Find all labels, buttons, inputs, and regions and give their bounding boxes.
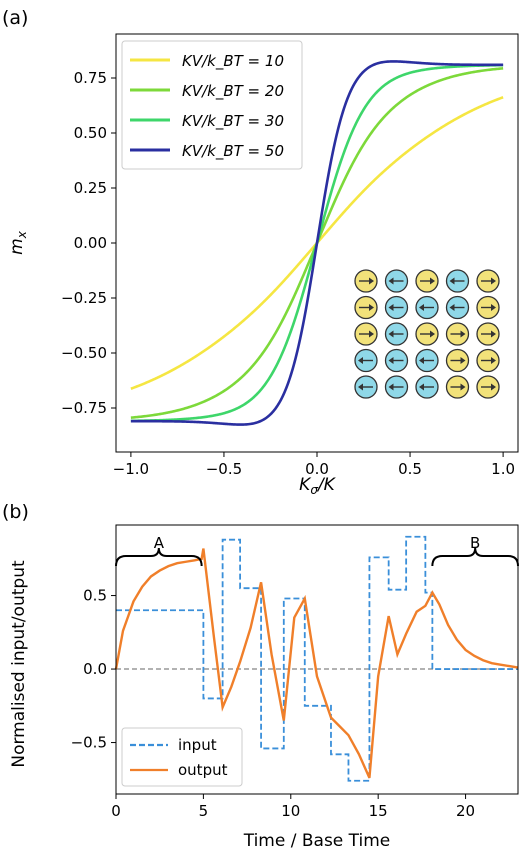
panel-a-x-tick-label: −1.0 — [113, 460, 149, 478]
panel-b-legend-box — [121, 727, 243, 787]
panel-a-legend-label-0: KV/k_BT = 10 — [182, 52, 284, 71]
inset-spin-arrowhead — [460, 357, 466, 364]
panel-a-legend-label-3: KV/k_BT = 50 — [182, 142, 284, 161]
panel-b-y-axis-label: Normalised input/output — [9, 560, 29, 768]
panel-b-legend-label-input: input — [178, 736, 217, 754]
inset-spin-arrowhead — [388, 277, 394, 285]
inset-spin-arrowhead — [491, 383, 496, 391]
panel-a-y-tick-label: 0.50 — [74, 124, 107, 142]
panel-b-series-line-output — [114, 548, 519, 779]
brace-label-B: B — [470, 534, 480, 552]
inset-spin-arrowhead — [491, 277, 496, 285]
inset-spin-arrowhead — [491, 357, 496, 364]
panel-a-label: (a) — [2, 7, 28, 29]
inset-spin-arrowhead — [388, 357, 394, 364]
panel-a-legend: KV/k_BT = 10 KV/k_BT = 20 KV/k_BT = 30 KV/k… — [121, 40, 303, 170]
inset-spin-arrowhead — [388, 383, 394, 391]
panel-a-legend-label-2: KV/k_BT = 30 — [182, 112, 284, 131]
panel-b-axes-frame — [115, 524, 519, 795]
panel-a-y-tick-label: 0.75 — [74, 69, 107, 87]
panel-a-x-tick-label: 0.5 — [398, 460, 422, 478]
brace-A — [115, 547, 203, 567]
inset-spin-arrowhead — [419, 383, 424, 391]
panel-a-y-tick-label: −0.75 — [61, 399, 107, 417]
panel-b-y-tick-label: −0.5 — [71, 734, 107, 752]
inset-spin-arrowhead — [491, 330, 496, 338]
panel-b-legend-label-output: output — [178, 761, 228, 779]
panel-b-y-tick-label: 0.0 — [83, 660, 107, 678]
panel-a-x-tick-label: 0.0 — [305, 460, 329, 478]
panel-b-x-ticks: 0 5 10 15 20 — [111, 794, 475, 820]
panel-b-x-tick-label: 15 — [369, 802, 388, 820]
panel-a-legend-box — [121, 40, 303, 170]
panel-b-y-ticks: 0.5 0.0 −0.5 — [71, 587, 116, 752]
panel-a-y-tick-label: −0.50 — [61, 344, 107, 362]
panel-a-y-tick-label: 0.00 — [74, 234, 107, 252]
inset-spin-arrowhead — [430, 330, 435, 338]
inset-spin-arrowhead — [369, 330, 374, 338]
panel-a-series-line-3 — [130, 60, 504, 426]
panel-a-legend-label-1: KV/k_BT = 20 — [182, 82, 284, 101]
inset-spin-arrowhead — [369, 304, 374, 311]
panel-b-label: (b) — [2, 501, 29, 523]
inset-spin-arrowhead — [449, 277, 455, 285]
inset-spin-arrowhead — [358, 357, 363, 364]
inset-spin-arrowhead — [449, 304, 455, 311]
inset-spin-arrowhead — [369, 277, 374, 285]
panel-a: (a) −1.0 −0.5 0.0 0.5 1.0 0.75 0.50 0.25 0.00 −0… — [2, 7, 519, 497]
panel-a-x-axis-label: Kσ/K — [299, 475, 336, 497]
brace-B — [431, 547, 519, 567]
inset-spin-arrowhead — [491, 304, 496, 311]
panel-a-x-tick-label: −0.5 — [206, 460, 242, 478]
panel-a-inset-spin-grid — [354, 269, 500, 399]
brace-label-A: A — [154, 534, 165, 552]
panel-b-x-axis-label: Time / Base Time — [243, 831, 391, 851]
inset-spin-arrowhead — [419, 357, 424, 364]
inset-spin-arrowhead — [388, 304, 394, 311]
panel-b-legend: input output — [121, 727, 243, 787]
inset-spin-arrowhead — [430, 277, 435, 285]
panel-a-x-tick-label: 1.0 — [491, 460, 515, 478]
panel-a-y-axis-label: mx — [7, 230, 29, 255]
panel-b-x-tick-label: 0 — [111, 802, 121, 820]
panel-a-y-tick-label: 0.25 — [74, 179, 107, 197]
panel-b-curves — [114, 535, 519, 782]
panel-a-x-ticks: −1.0 −0.5 0.0 0.5 1.0 — [113, 452, 515, 478]
inset-spin-arrowhead — [419, 304, 424, 311]
panel-b-series-line-input — [116, 535, 518, 782]
panel-b-x-tick-label: 20 — [456, 802, 475, 820]
panel-a-curves — [130, 60, 504, 426]
panel-b-y-tick-label: 0.5 — [83, 587, 107, 605]
panel-a-y-ticks: 0.75 0.50 0.25 0.00 −0.25 −0.50 −0.75 — [61, 69, 116, 417]
panel-b-x-tick-label: 5 — [199, 802, 209, 820]
inset-spin-arrowhead — [358, 383, 363, 391]
panel-a-y-tick-label: −0.25 — [61, 289, 107, 307]
inset-spin-arrowhead — [460, 330, 466, 338]
inset-spin-arrowhead — [460, 383, 466, 391]
panel-b-x-tick-label: 10 — [281, 802, 300, 820]
inset-spin-arrowhead — [388, 330, 394, 338]
